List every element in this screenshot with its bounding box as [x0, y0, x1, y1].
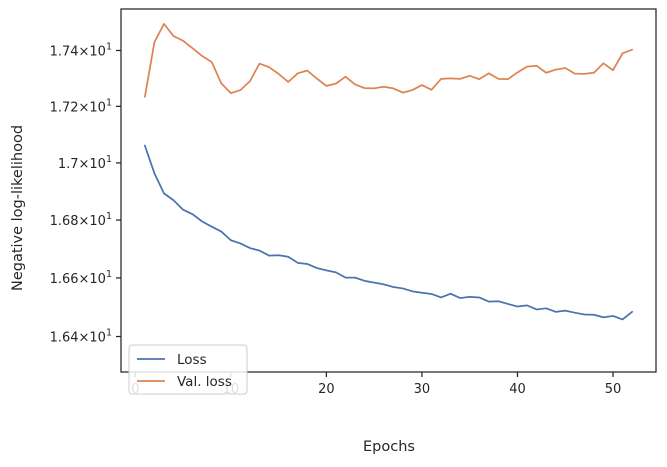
- x-tick-label: 30: [414, 382, 431, 397]
- axes-frame: [120, 8, 657, 373]
- legend-entry-val-loss: Val. loss: [177, 374, 232, 390]
- series-layer: [144, 23, 633, 321]
- y-tick-label: 1.7×101: [58, 154, 112, 172]
- y-tick-label: 1.66×101: [50, 269, 112, 287]
- x-tick-label: 20: [318, 382, 335, 397]
- x-axis-label: Epochs: [363, 439, 415, 455]
- series-line-loss: [144, 144, 633, 321]
- y-tick-label: 1.68×101: [50, 211, 112, 229]
- y-tick-label: 1.74×101: [50, 41, 112, 59]
- series-line-val-loss: [144, 23, 633, 98]
- y-axis-label: Negative log-likelihood: [10, 125, 26, 291]
- x-tick-label: 50: [605, 382, 622, 397]
- y-tick-label: 1.64×101: [50, 328, 112, 346]
- y-tick-label: 1.72×101: [50, 97, 112, 115]
- legend-entry-loss: Loss: [177, 352, 207, 368]
- legend: Loss Val. loss: [128, 344, 248, 395]
- x-tick-label: 40: [509, 382, 526, 397]
- y-axis: 1.64×101 1.66×101 1.68×101 1.7×101 1.72×101 1…: [50, 41, 121, 346]
